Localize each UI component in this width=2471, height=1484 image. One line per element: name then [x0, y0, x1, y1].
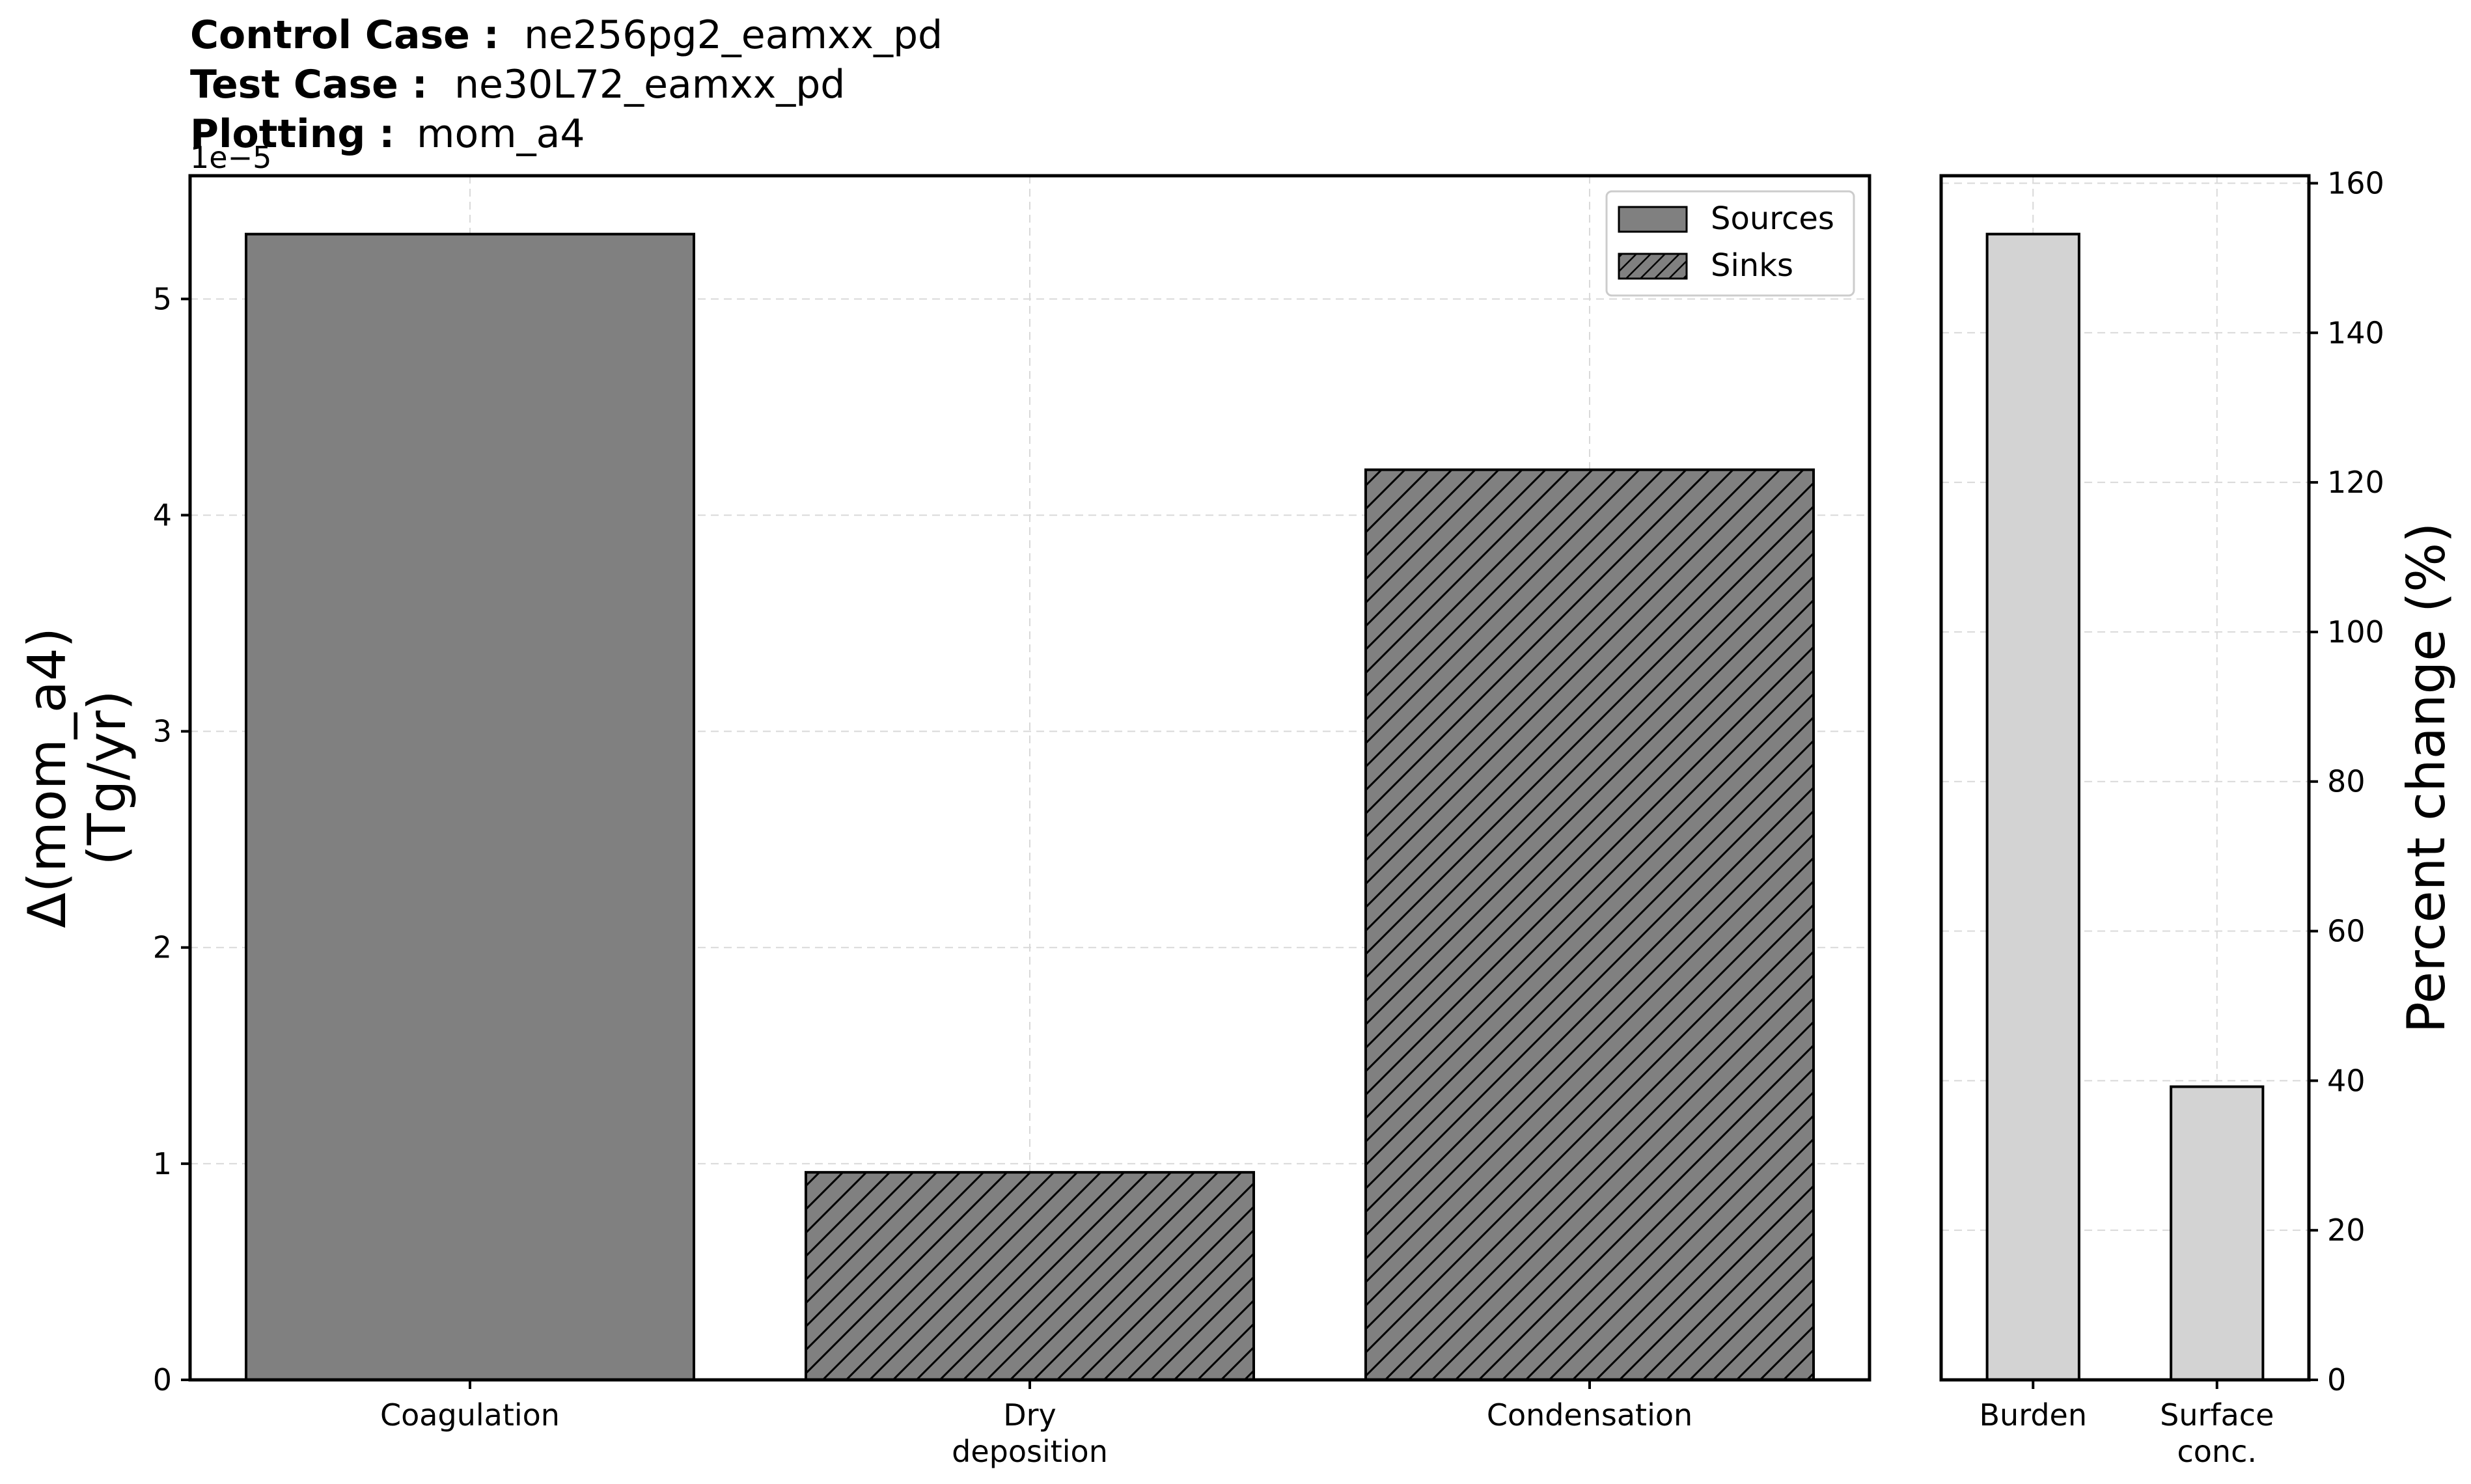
left-y-tick-label-5: 5	[153, 281, 172, 316]
left-y-tick-label-1: 1	[153, 1146, 172, 1181]
right-bars	[1985, 232, 2265, 1381]
left-x-tick-label-dry: Dry deposition	[952, 1397, 1108, 1469]
right-y-axis-title-text: Percent change (%)	[2396, 523, 2457, 1034]
test-case-value: ne30L72_eamxx_pd	[454, 62, 845, 107]
right-y-tick-label-1: 20	[2327, 1213, 2366, 1248]
right-y-tick-label-7: 140	[2327, 315, 2384, 350]
left-y-axis-title-text: Δ(mom_a4)(Tg/yr)	[17, 627, 137, 928]
right-y-tick-label-2: 40	[2327, 1063, 2366, 1098]
control-case-label: Control Case :	[190, 12, 499, 58]
bar-surface	[2170, 1085, 2265, 1381]
left-y-axis-title: Δ(mom_a4)(Tg/yr)	[17, 627, 137, 928]
bar-sinks-condensation	[1364, 468, 1815, 1381]
left-bars	[245, 232, 1815, 1382]
budget-bar-chart: 0 1 2 3 4 5 Coagulation Dry deposition Condensat…	[17, 140, 1871, 1469]
left-x-ticks: Coagulation Dry deposition Condensation	[380, 1380, 1692, 1469]
left-y-tick-label-0: 0	[153, 1362, 172, 1397]
left-x-tick-label-condensation: Condensation	[1487, 1397, 1692, 1433]
left-y-tick-label-4: 4	[153, 497, 172, 532]
right-y-tick-label-3: 60	[2327, 914, 2366, 949]
bar-sinks-dry	[805, 1171, 1255, 1382]
bar-sources-coagulation	[245, 232, 695, 1381]
right-plot-frame	[1939, 174, 2311, 1382]
y-offset-text: 1e−5	[190, 140, 271, 175]
legend-sinks-swatch	[1618, 253, 1688, 280]
right-x-tick-label-burden: Burden	[1980, 1397, 2087, 1433]
plotting-label: Plotting :	[190, 111, 394, 157]
right-y-ticks: 0 20 40 60 80 100 120 140 160	[2309, 165, 2384, 1397]
right-y-tick-label-0: 0	[2327, 1362, 2346, 1397]
bar-burden	[1985, 232, 2080, 1381]
legend-sources-label: Sources	[1711, 200, 1834, 237]
control-case-value: ne256pg2_eamxx_pd	[524, 12, 943, 58]
legend-sources-swatch	[1618, 206, 1688, 233]
test-case-label: Test Case :	[190, 62, 428, 107]
right-y-axis-title: Percent change (%)	[2396, 523, 2457, 1034]
right-y-tick-label-6: 120	[2327, 465, 2384, 500]
right-y-tick-label-5: 100	[2327, 614, 2384, 650]
figure-header: Control Case : ne256pg2_eamxx_pd Test Ca…	[190, 12, 943, 157]
right-y-tick-label-4: 80	[2327, 764, 2366, 799]
legend: Sources Sinks	[1605, 190, 1855, 297]
legend-sinks-label: Sinks	[1711, 247, 1793, 284]
left-y-ticks: 0 1 2 3 4 5	[153, 281, 190, 1397]
percent-change-bar-chart: 0 20 40 60 80 100 120 140 160 Burden Surface conc.…	[1939, 165, 2457, 1469]
right-y-tick-label-8: 160	[2327, 165, 2384, 200]
right-x-ticks: Burden Surface conc.	[1980, 1380, 2274, 1469]
left-y-tick-label-3: 3	[153, 714, 172, 749]
left-y-tick-label-2: 2	[153, 930, 172, 965]
right-x-tick-label-surface: Surface conc.	[2160, 1397, 2274, 1469]
left-x-tick-label-coagulation: Coagulation	[380, 1397, 560, 1433]
plotting-value: mom_a4	[417, 111, 585, 157]
